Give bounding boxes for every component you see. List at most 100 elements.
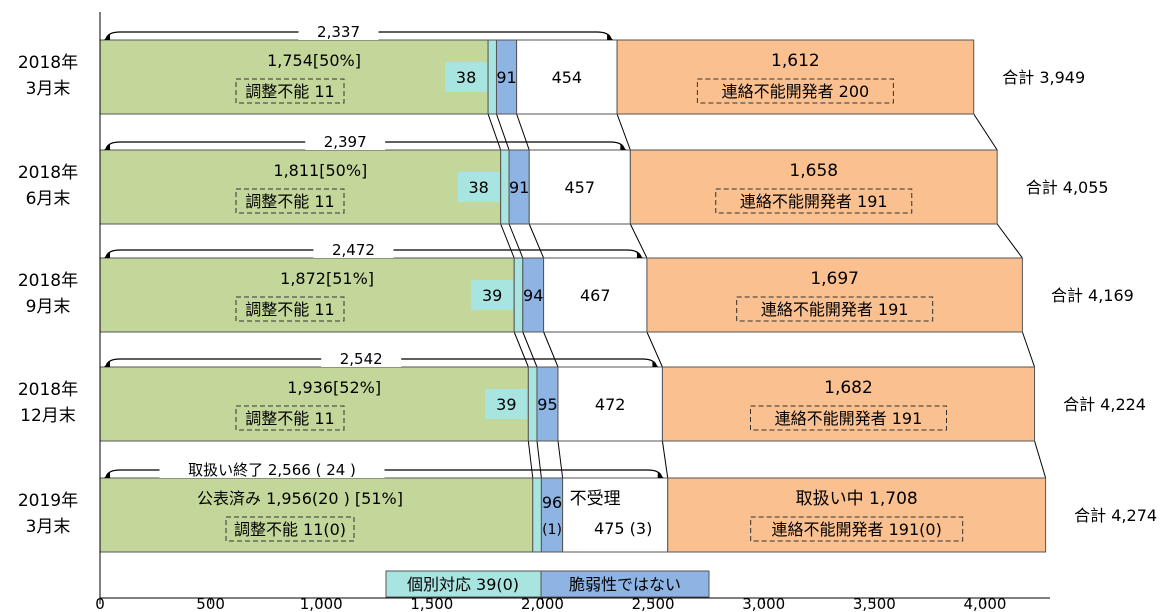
unreachable-box	[736, 296, 934, 322]
rejected-value-label: 475 (3)	[594, 519, 652, 538]
category-label-month: 6月末	[26, 189, 71, 209]
rejected-value-label: 467	[580, 286, 611, 305]
bracket-end	[104, 252, 110, 258]
x-tick-label: 500	[196, 595, 225, 612]
not-adjustable-label: 調整不能 11	[245, 409, 334, 428]
connector-line	[616, 113, 631, 151]
handling-label: 取扱い中 1,708	[796, 489, 918, 509]
connector-line	[536, 440, 542, 479]
connector-line	[543, 331, 559, 368]
bracket-end	[620, 144, 627, 150]
not-adjustable-box	[235, 405, 345, 431]
not-adjustable-label: 調整不能 11	[245, 192, 334, 211]
individual-value-label: 38	[469, 178, 489, 197]
bracket-end	[657, 472, 664, 478]
category-label-year: 2018年	[18, 380, 78, 400]
handling-label: 1,658	[789, 161, 838, 181]
bar-segment	[99, 149, 502, 225]
connector-line	[557, 440, 564, 479]
rejected-title-label: 不受理	[570, 489, 621, 509]
connector-line	[500, 223, 515, 259]
x-tick-label: 3,500	[853, 595, 896, 612]
not-adjustable-label: 調整不能 11	[245, 82, 334, 101]
individual-callout-box	[385, 570, 542, 598]
connector-line	[973, 113, 998, 151]
total-label: 合計 4,169	[1051, 286, 1134, 305]
bracket-end	[104, 144, 110, 150]
not-vuln-callout-label: 脆弱性ではない	[569, 575, 681, 594]
closed-total-label: 2,397	[324, 133, 367, 151]
connector-line	[661, 440, 669, 479]
bar-segment	[629, 149, 998, 225]
handling-label: 1,682	[824, 378, 873, 398]
published-label: 1,754[50%]	[267, 51, 361, 70]
rejected-value-label: 457	[565, 178, 596, 197]
not-adjustable-label: 調整不能 11(0)	[234, 520, 346, 539]
x-tick-label: 1,000	[300, 595, 343, 612]
not-adjustable-box	[235, 188, 345, 214]
total-label: 合計 4,055	[1026, 178, 1109, 197]
bracket-end	[104, 472, 110, 478]
bar-segment	[500, 149, 510, 225]
connector-line	[487, 113, 502, 151]
unreachable-label: 連絡不能開発者 191	[775, 409, 923, 428]
x-tick-label: 4,000	[964, 595, 1007, 612]
connector-line	[1021, 331, 1036, 368]
unreachable-box	[749, 405, 947, 431]
published-label: 1,936[52%]	[287, 378, 381, 397]
category-label-month: 12月末	[20, 406, 76, 426]
published-label: 1,872[51%]	[280, 269, 374, 288]
bar-segment	[527, 366, 538, 442]
unreachable-box	[750, 516, 964, 542]
category-label-year: 2018年	[18, 271, 78, 291]
bracket-end	[104, 34, 110, 40]
total-label: 合計 4,224	[1063, 395, 1146, 414]
unreachable-label: 連絡不能開発者 200	[722, 82, 870, 101]
connector-line	[1034, 440, 1047, 479]
individual-label-bg	[471, 280, 514, 310]
not-vuln-callout-box	[540, 570, 710, 598]
bracket-end	[636, 252, 643, 258]
not-vuln-value-label: 94	[523, 286, 543, 305]
not-adjustable-box	[225, 516, 355, 542]
not-vuln-value-label: 91	[509, 178, 529, 197]
category-label-year: 2019年	[18, 491, 78, 511]
category-label-month: 3月末	[26, 517, 71, 537]
not-vuln-value-label: 91	[496, 68, 516, 87]
individual-value-label: 39	[482, 286, 502, 305]
bar-segment	[99, 39, 489, 115]
bar-segment	[543, 257, 648, 333]
connector-line	[527, 440, 534, 479]
not-adjustable-box	[235, 296, 345, 322]
handling-label: 1,612	[771, 51, 820, 71]
x-tick-label: 0	[95, 595, 105, 612]
closed-total-label: 2,337	[317, 23, 360, 41]
bar-segment	[661, 366, 1036, 442]
bar-segment	[528, 149, 631, 225]
individual-label-bg	[485, 389, 528, 419]
total-label: 合計 4,274	[1074, 506, 1157, 525]
bracket-label-bg	[298, 22, 379, 40]
connector-line	[513, 331, 529, 368]
not-vuln-value-label: 96	[542, 493, 562, 512]
bar-segment	[616, 39, 975, 115]
category-label-month: 3月末	[26, 79, 71, 99]
bracket-end	[652, 361, 659, 367]
connector-line	[528, 223, 545, 259]
bar-segment	[513, 257, 524, 333]
bar-segment	[532, 477, 542, 553]
individual-callout-label: 個別対応 39(0)	[407, 575, 519, 594]
unreachable-label: 連絡不能開発者 191	[740, 192, 888, 211]
bracket-label-bg	[305, 132, 386, 150]
total-label: 合計 3,949	[1002, 68, 1085, 87]
connector-line	[522, 331, 538, 368]
bar-segment	[646, 257, 1023, 333]
bar-segment	[99, 366, 529, 442]
published-label: 公表済み 1,956(20 ) [51%]	[197, 489, 403, 508]
connector-line	[646, 331, 663, 368]
handling-label: 1,697	[810, 269, 859, 289]
bracket-label-bg	[313, 240, 394, 258]
connector-line	[508, 223, 524, 259]
connector-line	[496, 113, 510, 151]
